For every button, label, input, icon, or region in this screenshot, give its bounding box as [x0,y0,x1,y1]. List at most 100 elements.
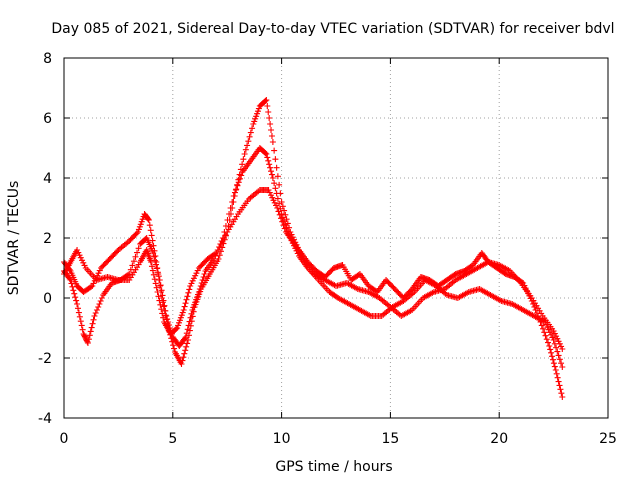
trace-1-marker [176,317,183,324]
trace-3-marker [217,248,224,255]
trace-1-marker [273,202,280,209]
trace-3-marker [246,133,253,140]
trace-3-marker [187,322,194,329]
trace-2-marker [132,253,139,260]
trace-1-marker [268,192,275,199]
trace-3-marker [274,173,281,180]
trace-2-marker [86,332,93,339]
trace-1-point [174,325,181,331]
trace-3-marker [180,354,187,361]
trace-3-marker [185,332,192,339]
trace-3-marker [281,207,288,214]
trace-2-marker [546,329,553,336]
trace-3-point [520,280,527,286]
trace-2-marker [181,335,188,342]
trace-3-point [241,151,248,157]
trace-1-marker [75,249,82,256]
trace-1-marker [150,271,157,278]
trace-3-marker [150,242,157,249]
trace-3-marker [268,133,275,139]
trace-1-marker [79,257,86,264]
trace-1-marker [77,254,84,261]
trace-3-marker [147,227,154,234]
trace-1-marker [186,286,193,293]
x-tick-label: 5 [168,431,177,447]
trace-1-marker [181,303,188,310]
trace-2-marker [157,282,164,289]
trace-3-marker [276,181,283,188]
trace-3-marker [133,230,140,237]
trace-3-marker [518,279,525,286]
trace-3-marker [272,156,279,163]
trace-3-marker [277,190,284,197]
trace-3-marker [236,171,243,178]
trace-3-marker [558,390,565,397]
trace-2-point [84,340,91,346]
trace-3-marker [283,216,290,223]
trace-2-marker [72,294,79,301]
trace-3-marker [225,223,232,229]
trace-3-marker [262,97,269,104]
trace-2-marker [554,348,561,355]
trace-2-marker [76,313,83,320]
trace-1-marker [553,333,560,340]
trace-2-marker [77,318,84,325]
trace-3-marker [149,237,156,244]
trace-3-marker [553,370,560,377]
trace-3-marker [541,329,548,336]
trace-3-marker [221,236,228,243]
trace-3-marker [245,138,252,145]
trace-3-marker [220,240,227,247]
trace-2-marker [267,164,274,171]
trace-3-marker [254,110,261,117]
trace-3-marker [197,288,204,295]
trace-3-marker [547,346,554,353]
trace-2-marker [553,344,560,351]
trace-2-marker [213,250,220,256]
trace-3-marker [268,127,275,133]
trace-3-marker [407,287,414,294]
trace-3-marker [188,318,195,325]
trace-3-point [287,229,294,235]
trace-3-marker [195,293,202,300]
trace-2-marker [97,298,104,304]
trace-3-marker [155,271,162,277]
trace-3-marker [266,115,273,121]
trace-3-point [215,256,222,262]
trace-3-marker [244,142,251,149]
trace-3-point [165,325,172,331]
trace-2-point [80,331,87,337]
trace-3-marker [267,121,274,127]
trace-3-marker [154,265,161,271]
trace-3-marker [288,231,295,238]
trace-2-marker [69,283,76,290]
trace-3-marker [169,338,176,345]
trace-1-marker [148,263,155,270]
trace-3-marker [226,217,233,223]
trace-3-marker [148,232,155,239]
trace-3-marker [271,147,278,154]
trace-3-marker [264,103,271,109]
trace-3-point [158,295,165,301]
trace-2-marker [265,157,272,164]
trace-3-marker [557,386,564,393]
trace-2-marker [558,360,565,367]
trace-2-marker [266,161,273,168]
y-tick-label: 6 [43,111,52,127]
trace-3-marker [230,199,237,205]
trace-2-marker [75,309,82,316]
trace-1-point [74,247,81,253]
trace-3-marker [291,236,298,243]
trace-3-marker [96,267,103,274]
trace-2-marker [134,249,141,256]
trace-3-marker [168,335,175,342]
trace-3-marker [160,303,167,310]
trace-3-marker [181,350,188,357]
trace-3-marker [545,339,552,346]
trace-3-marker [532,307,539,313]
trace-3-marker [540,325,547,332]
trace-2-marker [135,245,142,252]
trace-2-marker [543,321,550,328]
trace-1-point [550,328,557,334]
x-tick-label: 25 [599,431,617,447]
